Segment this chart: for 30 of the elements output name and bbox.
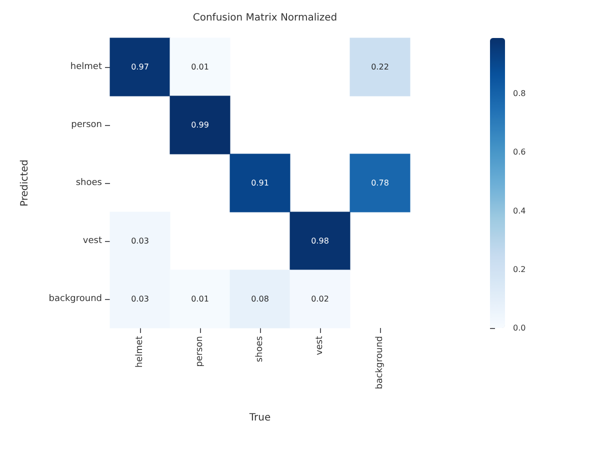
data-label: 0.01 xyxy=(191,62,209,72)
color-bar-label: 0.2 xyxy=(513,264,526,274)
data-label: 0.03 xyxy=(131,294,149,304)
x-tick-label: person xyxy=(195,336,205,367)
data-label: 0.01 xyxy=(191,294,209,304)
color-bar-label: 0.6 xyxy=(513,148,526,157)
data-label: 0.08 xyxy=(251,294,269,304)
data-label: 0.22 xyxy=(371,62,389,72)
x-tick-label: shoes xyxy=(255,336,265,362)
data-label: 0.98 xyxy=(311,236,329,246)
y-tick-label: person xyxy=(71,120,102,130)
color-bar-label: 0.4 xyxy=(513,206,526,216)
color-bar-label: 0.8 xyxy=(513,89,526,98)
data-label: 0.02 xyxy=(311,294,329,304)
data-label: 0.03 xyxy=(131,236,149,246)
data-label: 0.78 xyxy=(371,178,389,188)
y-axis-title: Predicted xyxy=(20,160,30,206)
y-tick-label: helmet xyxy=(70,62,102,72)
x-tick-label: helmet xyxy=(135,336,145,368)
x-tick-label: vest xyxy=(315,336,325,356)
data-label: 0.99 xyxy=(191,120,209,130)
data-label: 0.97 xyxy=(131,62,149,72)
y-tick-label: background xyxy=(48,294,102,304)
color-bar-label: 0.0 xyxy=(513,324,526,332)
y-tick-label: vest xyxy=(82,236,102,246)
y-tick-label: shoes xyxy=(76,178,102,188)
chart-title: Confusion Matrix Normalized xyxy=(192,12,338,24)
x-axis-title: True xyxy=(248,412,271,424)
x-tick-label: background xyxy=(375,336,385,390)
data-label: 0.91 xyxy=(251,178,269,188)
